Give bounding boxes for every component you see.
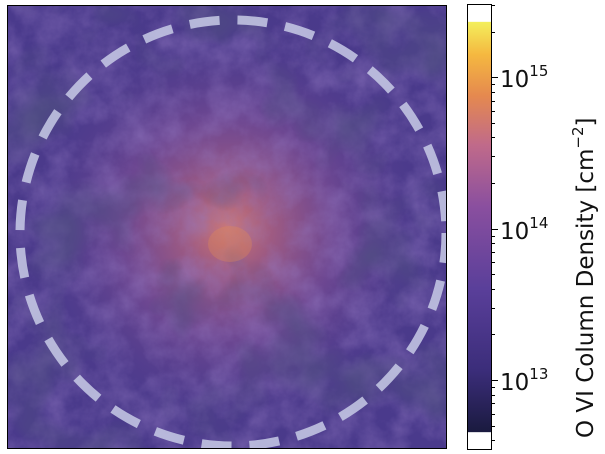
colorbar-major-tick <box>492 379 498 381</box>
colorbar-minor-tick <box>492 386 495 388</box>
colorbar-tick-label: 1014 <box>500 213 549 245</box>
colorbar-minor-tick <box>492 440 495 442</box>
density-map-svg <box>8 6 446 448</box>
colorbar-minor-tick <box>492 84 495 86</box>
colorbar-minor-tick <box>492 288 495 290</box>
colorbar-minor-tick <box>492 31 495 33</box>
colorbar <box>467 4 492 450</box>
colorbar-minor-tick <box>492 91 495 93</box>
column-density-map <box>7 5 447 449</box>
colorbar-minor-tick <box>492 262 495 264</box>
colorbar-minor-tick <box>492 122 495 124</box>
colorbar-minor-tick <box>492 413 495 415</box>
colorbar-minor-tick <box>492 100 495 102</box>
colorbar-minor-tick <box>492 243 495 245</box>
colorbar-minor-tick <box>492 137 495 139</box>
map-hotspot <box>208 226 252 262</box>
colorbar-minor-tick <box>492 394 495 396</box>
colorbar-minor-tick <box>492 403 495 405</box>
colorbar-major-tick <box>492 228 498 230</box>
colorbar-minor-tick <box>492 425 495 427</box>
colorbar-minor-tick <box>492 235 495 237</box>
colorbar-label: O VI Column Density [cm−2] <box>569 117 599 438</box>
colorbar-minor-tick <box>492 110 495 112</box>
colorbar-tick-label: 1013 <box>500 364 549 396</box>
colorbar-minor-tick <box>492 183 495 185</box>
colorbar-minor-tick <box>492 156 495 158</box>
colorbar-minor-tick <box>492 274 495 276</box>
colorbar-minor-tick <box>492 252 495 254</box>
colorbar-major-tick <box>492 77 498 79</box>
colorbar-minor-tick <box>492 307 495 309</box>
colorbar-minor-tick <box>492 334 495 336</box>
colorbar-tick-label: 1015 <box>500 62 549 94</box>
colorbar-minor-tick <box>492 5 495 6</box>
